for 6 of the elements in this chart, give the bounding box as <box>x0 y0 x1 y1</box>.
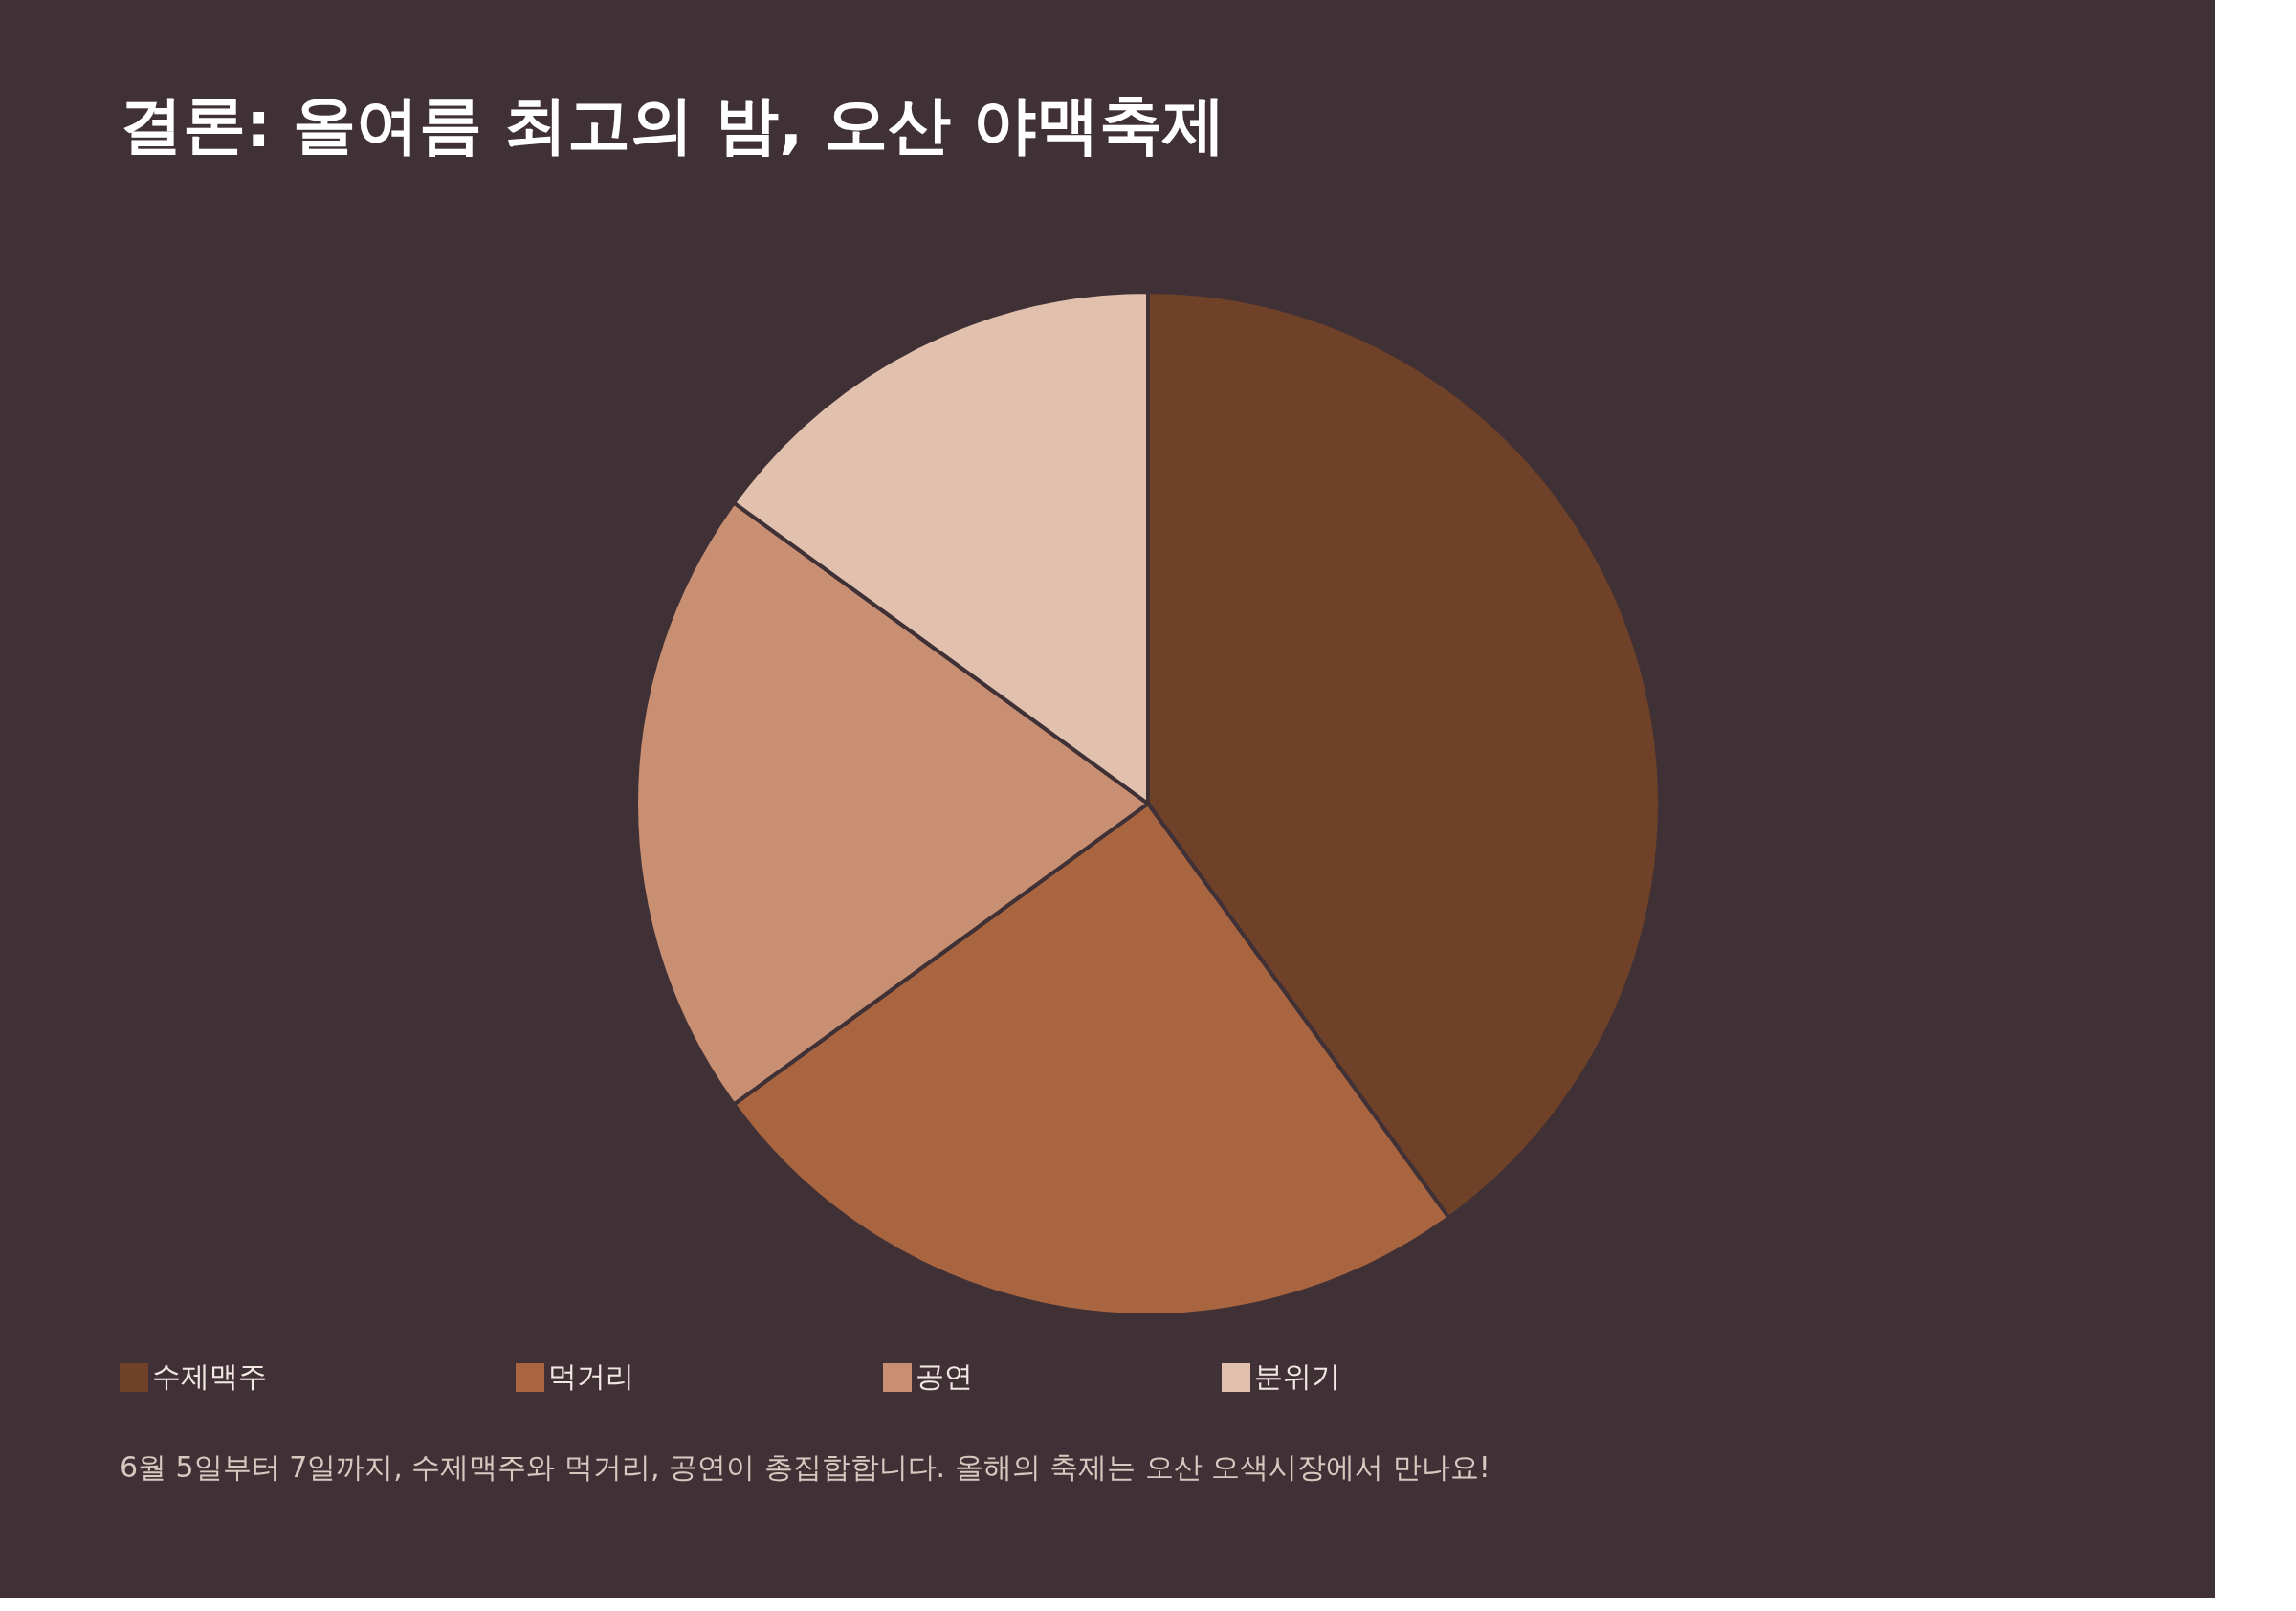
text: 6월 5일부터 7일까지, 수제맥주와 먹거리, 공연이 총집합합니다. 올해의 축제는 오산 오색시장에서 만나요! <box>120 1450 1490 1484</box>
legend-label: 수제맥주 <box>152 1359 267 1393</box>
legend-label: 공연 <box>916 1359 973 1393</box>
chart-title: 결론: 올여름 최고의 밤, 오산 야맥축제 <box>120 88 1226 162</box>
legend-label: 분위기 <box>1254 1359 1340 1393</box>
legend-label: 먹거리 <box>548 1359 634 1393</box>
